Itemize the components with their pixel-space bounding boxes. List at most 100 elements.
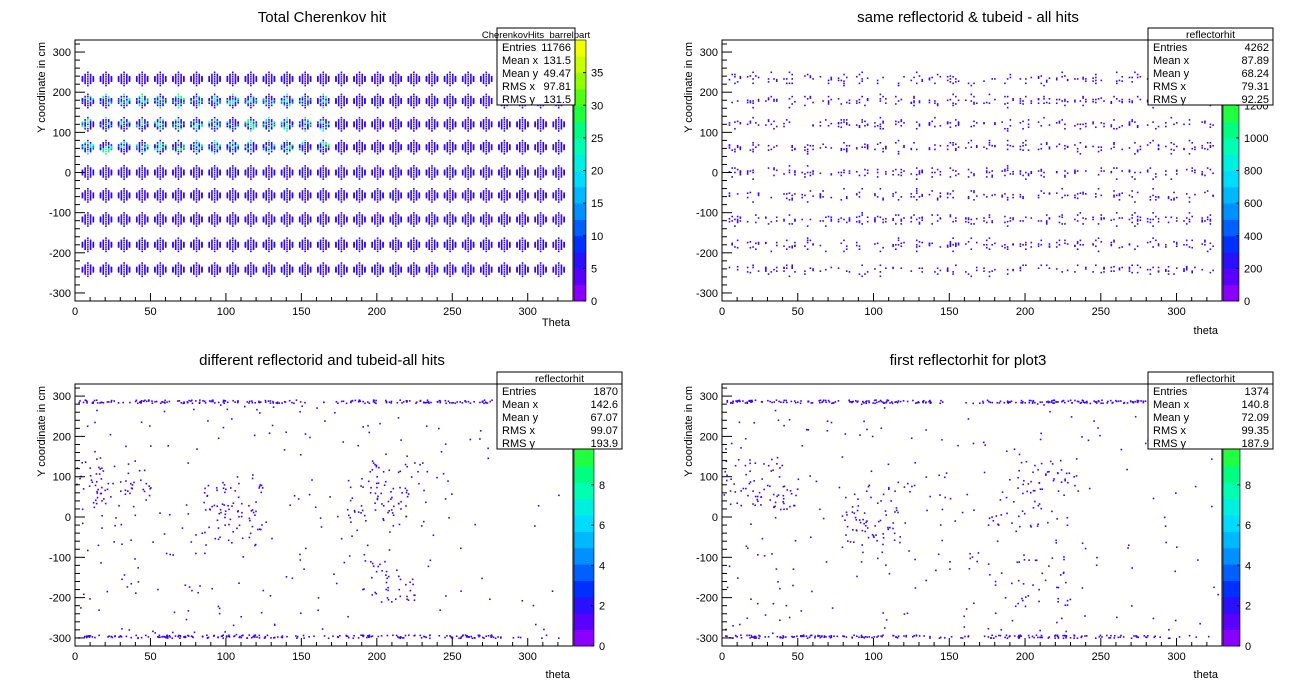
cell xyxy=(376,150,379,153)
cell xyxy=(164,169,167,172)
cell xyxy=(353,121,355,123)
cell xyxy=(397,76,400,79)
cell xyxy=(216,127,219,130)
cell xyxy=(247,82,249,85)
cell xyxy=(488,76,490,79)
cell xyxy=(415,173,418,175)
cell xyxy=(213,167,216,169)
cell xyxy=(195,146,198,149)
cell xyxy=(433,123,436,126)
cell xyxy=(141,71,143,74)
cell xyxy=(382,144,384,146)
cell xyxy=(374,144,376,147)
cell xyxy=(379,100,382,102)
cell xyxy=(270,95,273,98)
cell xyxy=(162,196,164,198)
cell xyxy=(252,170,255,172)
cell xyxy=(229,95,231,98)
cell xyxy=(107,173,110,175)
cell xyxy=(195,119,198,121)
cell xyxy=(270,173,273,175)
cell xyxy=(231,102,234,105)
cell xyxy=(415,119,418,121)
cell xyxy=(107,194,110,197)
cell xyxy=(500,126,503,129)
cell xyxy=(407,169,410,172)
cell xyxy=(273,98,276,100)
cell xyxy=(244,98,247,100)
cell xyxy=(102,196,105,198)
cell xyxy=(102,141,105,144)
cell xyxy=(84,173,86,175)
cell xyxy=(89,104,92,107)
cell xyxy=(485,167,488,169)
cell xyxy=(394,116,397,119)
cell xyxy=(177,144,180,146)
cell xyxy=(177,123,180,126)
cell xyxy=(250,144,252,146)
cell xyxy=(524,124,527,127)
cell xyxy=(288,97,291,99)
cell xyxy=(84,143,86,146)
cell xyxy=(89,95,92,98)
cell xyxy=(343,146,345,149)
cell xyxy=(552,169,555,172)
cell xyxy=(247,127,249,130)
cell xyxy=(343,123,345,126)
cell xyxy=(433,147,436,150)
cell xyxy=(376,119,379,121)
cell xyxy=(141,165,143,167)
cell xyxy=(138,122,141,124)
cell xyxy=(190,75,192,78)
cell xyxy=(288,150,291,153)
cell xyxy=(229,124,231,127)
cell xyxy=(485,119,488,121)
cell xyxy=(521,165,524,167)
cell xyxy=(431,146,433,149)
cell xyxy=(141,84,143,87)
cell xyxy=(288,78,291,80)
cell xyxy=(467,141,469,144)
cell xyxy=(286,123,288,126)
cell xyxy=(211,173,213,175)
cell xyxy=(410,73,412,76)
cell xyxy=(177,146,180,149)
cell xyxy=(503,171,506,174)
cell xyxy=(389,121,392,123)
cell xyxy=(177,71,180,74)
cell xyxy=(156,119,159,121)
cell xyxy=(488,171,490,174)
cell xyxy=(376,98,379,100)
cell xyxy=(144,144,146,147)
cell xyxy=(89,98,92,101)
cell xyxy=(413,130,415,132)
cell xyxy=(102,122,105,124)
cell xyxy=(413,119,415,121)
cell xyxy=(174,104,177,107)
cell xyxy=(177,100,180,102)
cell xyxy=(283,170,286,172)
cell xyxy=(488,149,490,151)
cell xyxy=(467,176,469,178)
cell xyxy=(361,143,364,146)
cell xyxy=(193,127,195,130)
cell xyxy=(84,98,86,101)
cell xyxy=(87,71,89,74)
cell xyxy=(190,121,192,123)
cell xyxy=(555,120,557,123)
cell xyxy=(325,120,327,123)
cell xyxy=(123,169,125,172)
cell xyxy=(397,78,400,80)
cell xyxy=(216,124,219,127)
cell xyxy=(81,75,84,78)
cell xyxy=(542,120,545,123)
cell xyxy=(231,146,234,149)
cell xyxy=(159,106,162,109)
cell xyxy=(379,171,382,174)
cell xyxy=(340,93,343,96)
cell xyxy=(144,146,146,149)
cell xyxy=(433,101,436,104)
cell xyxy=(560,147,563,150)
cell xyxy=(174,97,177,99)
cell xyxy=(503,141,506,144)
